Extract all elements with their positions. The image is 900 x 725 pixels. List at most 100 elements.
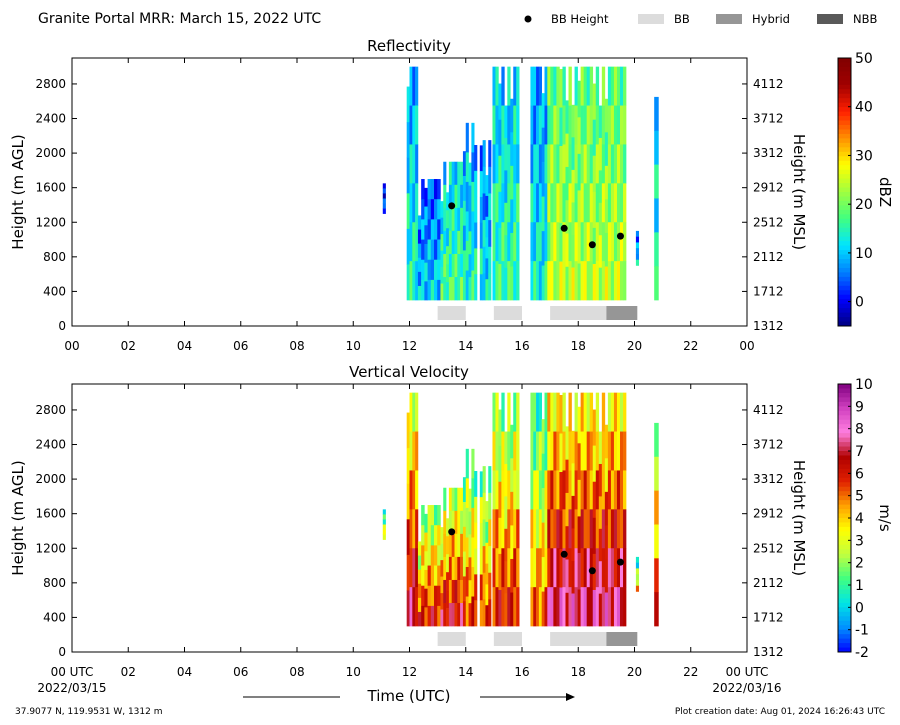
echo-cell xyxy=(406,86,410,123)
echo-cell xyxy=(623,66,627,106)
echo-cell xyxy=(409,261,413,301)
echo-cell xyxy=(492,470,496,510)
echo-cell xyxy=(607,431,612,471)
echo-cell xyxy=(421,219,425,240)
echo-cell xyxy=(434,259,438,281)
echo-cell xyxy=(465,152,469,183)
echo-cell xyxy=(417,271,422,287)
echo-cell xyxy=(513,548,517,588)
colorbar-segment xyxy=(838,437,851,443)
bb-height-point xyxy=(588,241,596,249)
colorbar-segment xyxy=(838,200,851,206)
echo-cell xyxy=(406,228,410,265)
echo-cell xyxy=(443,161,447,186)
echo-cell xyxy=(510,199,514,234)
echo-cell xyxy=(443,556,447,581)
echo-cell xyxy=(580,144,584,184)
echo-cell xyxy=(421,525,425,546)
echo-cell xyxy=(479,196,483,224)
echo-cell xyxy=(538,144,542,184)
echo-cell xyxy=(457,603,461,627)
echo-cell xyxy=(434,179,438,200)
echo-cell xyxy=(451,253,455,278)
echo-cell xyxy=(598,496,603,530)
echo-cell xyxy=(421,545,425,566)
colorbar-segment xyxy=(838,160,851,166)
echo-cell xyxy=(460,510,464,535)
echo-cell xyxy=(446,264,450,283)
echo-cell xyxy=(448,603,452,627)
echo-cell xyxy=(635,253,640,261)
echo-cell xyxy=(437,585,441,607)
colorbar-frame xyxy=(837,57,852,327)
echo-cell xyxy=(607,548,612,588)
echo-cell xyxy=(434,219,438,240)
colorbar-segment xyxy=(838,459,851,465)
echo-cell xyxy=(451,161,455,186)
echo-cell xyxy=(568,183,572,223)
echo-cell xyxy=(412,431,416,471)
echo-column xyxy=(654,96,659,301)
echo-cell xyxy=(553,392,557,432)
echo-cell xyxy=(553,144,557,184)
echo-cell xyxy=(565,133,569,168)
echo-cell xyxy=(437,505,441,526)
echo-cell xyxy=(434,525,438,546)
echo-cell xyxy=(530,548,534,588)
colorbar-segment xyxy=(838,598,851,604)
echo-cell xyxy=(382,183,386,189)
echo-cell xyxy=(382,534,386,540)
echo-cell xyxy=(382,524,386,530)
echo-cell xyxy=(604,266,609,301)
colorbar-segment xyxy=(838,84,851,90)
echo-cell xyxy=(451,556,455,581)
echo-cell xyxy=(616,392,621,432)
echo-cell xyxy=(501,144,505,184)
x-end-date: 2022/03/16 xyxy=(712,681,781,695)
echo-cell xyxy=(427,219,432,240)
echo-cell xyxy=(574,470,578,510)
bb-height-point xyxy=(616,558,624,566)
echo-cell xyxy=(562,509,566,549)
echo-cell xyxy=(424,588,428,608)
echo-cell xyxy=(577,80,581,118)
echo-cell xyxy=(382,188,386,194)
echo-cell xyxy=(415,105,419,145)
echo-cell xyxy=(474,248,478,275)
echo-cell xyxy=(468,254,472,278)
echo-cell xyxy=(550,144,554,184)
echo-cell xyxy=(595,144,600,184)
echo-cell xyxy=(513,470,517,510)
echo-cell xyxy=(465,478,469,509)
echo-cell xyxy=(577,516,581,554)
echo-cell xyxy=(462,551,467,577)
echo-cell xyxy=(583,66,587,106)
x-tick-label: 22 xyxy=(683,665,698,679)
legend-bb-height-marker xyxy=(524,15,532,23)
echo-cell xyxy=(488,572,492,600)
echo-cell xyxy=(462,502,467,528)
echo-cell xyxy=(492,105,496,145)
colorbar-segment xyxy=(838,388,851,394)
echo-cell xyxy=(382,203,386,209)
echo-cell xyxy=(553,509,557,549)
y-tick-label: 2000 xyxy=(35,146,66,160)
y-tick-label: 1200 xyxy=(35,215,66,229)
colorbar-segment xyxy=(838,299,851,305)
colorbar: 0 10 20 30 40 50 dBZ xyxy=(837,51,894,327)
echo-cell xyxy=(533,261,537,301)
echo-cell xyxy=(574,431,578,471)
echo-column xyxy=(492,66,520,301)
echo-cell xyxy=(504,235,508,268)
echo-cell xyxy=(417,243,422,259)
echo-column xyxy=(462,448,478,627)
echo-cell xyxy=(412,470,416,510)
echo-cell xyxy=(559,69,563,108)
echo-cell xyxy=(544,587,548,627)
echo-cell xyxy=(620,183,624,223)
echo-cell xyxy=(565,492,569,527)
echo-cell xyxy=(479,600,483,627)
colorbar-segment xyxy=(838,593,851,599)
colorbar-segment xyxy=(838,151,851,157)
echo-cell xyxy=(580,222,584,262)
